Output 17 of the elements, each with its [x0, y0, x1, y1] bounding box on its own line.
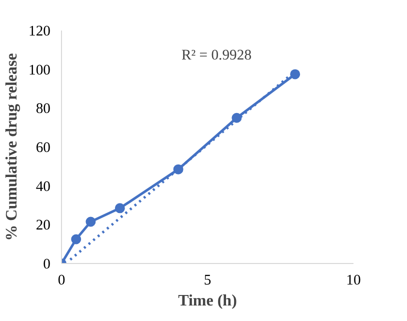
x-tick-label: 10	[346, 272, 361, 288]
y-tick-label: 120	[28, 24, 50, 40]
x-tick-label: 5	[204, 272, 212, 288]
point	[86, 216, 96, 227]
y-axis-title: % Cumulative drug release	[4, 53, 21, 241]
y-tick-label: 80	[36, 101, 50, 118]
y-tick-label: 60	[36, 140, 50, 156]
y-tick-label: 20	[36, 218, 50, 234]
point	[71, 234, 82, 244]
annotation: R² = 0.9928	[181, 48, 252, 64]
y-tick-label: 40	[36, 178, 50, 195]
x-axis-title: Time (h)	[178, 292, 237, 310]
point	[114, 203, 125, 214]
x-tick-label: 0	[58, 272, 66, 288]
y-tick-label: 0	[43, 256, 50, 272]
y-tick-label: 100	[28, 62, 50, 78]
point	[290, 69, 300, 80]
